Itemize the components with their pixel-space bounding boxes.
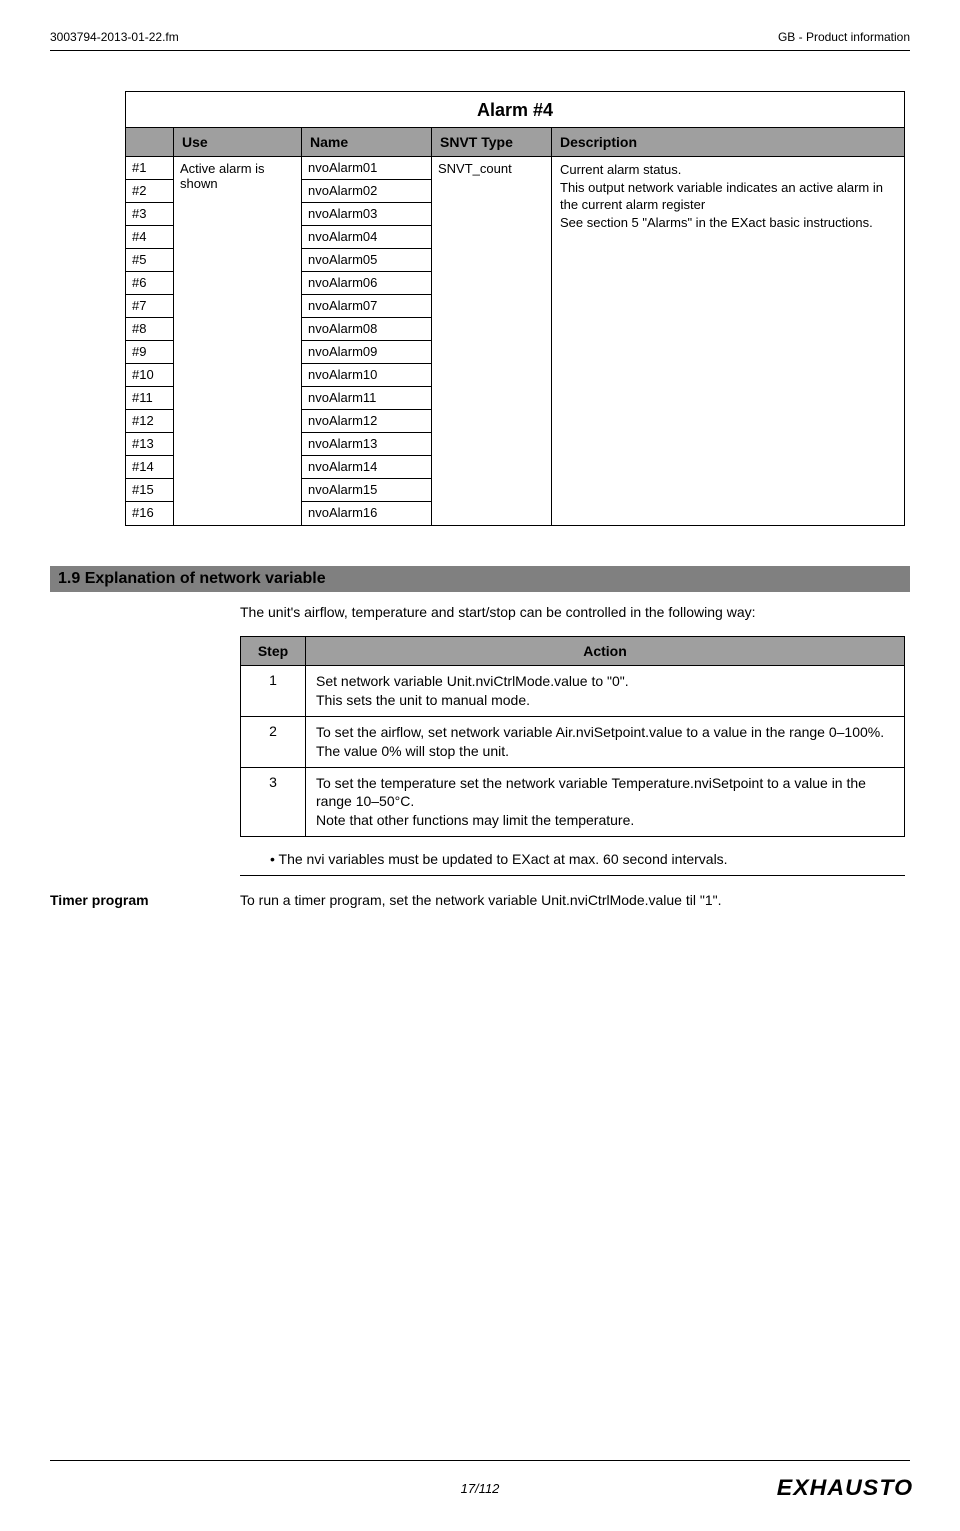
header-separator: [50, 50, 910, 51]
idx-cell: #3: [126, 203, 173, 226]
col-use-header: Use: [174, 128, 302, 156]
name-cell: nvoAlarm01: [302, 157, 431, 180]
name-cell: nvoAlarm15: [302, 479, 431, 502]
name-cell: nvoAlarm11: [302, 387, 431, 410]
step-number: 3: [241, 768, 306, 837]
section-banner: 1.9 Explanation of network variable: [50, 566, 910, 592]
name-cell: nvoAlarm05: [302, 249, 431, 272]
idx-cell: #4: [126, 226, 173, 249]
steps-table: Step Action 1Set network variable Unit.n…: [240, 636, 905, 837]
idx-cell: #9: [126, 341, 173, 364]
name-cell: nvoAlarm16: [302, 502, 431, 525]
idx-cell: #10: [126, 364, 173, 387]
action-text: Set network variable Unit.nviCtrlMode.va…: [306, 666, 904, 716]
col-desc-header: Description: [552, 128, 904, 156]
steps-header: Step Action: [241, 637, 904, 666]
idx-cell: #6: [126, 272, 173, 295]
idx-cell: #5: [126, 249, 173, 272]
header-right: GB - Product information: [778, 30, 910, 44]
name-cell: nvoAlarm13: [302, 433, 431, 456]
step-number: 2: [241, 717, 306, 767]
timer-row: Timer program To run a timer program, se…: [50, 892, 910, 908]
header-left: 3003794-2013-01-22.fm: [50, 30, 179, 44]
idx-cell: #7: [126, 295, 173, 318]
type-column: SNVT_count: [432, 157, 552, 525]
idx-cell: #13: [126, 433, 173, 456]
section-body: The unit's airflow, temperature and star…: [240, 604, 905, 876]
action-text: To set the airflow, set network variable…: [306, 717, 904, 767]
name-cell: nvoAlarm12: [302, 410, 431, 433]
name-cell: nvoAlarm04: [302, 226, 431, 249]
idx-cell: #16: [126, 502, 173, 525]
alarm-table: Alarm #4 Use Name SNVT Type Description …: [125, 91, 905, 526]
steps-row: 3To set the temperature set the network …: [241, 768, 904, 837]
name-cell: nvoAlarm14: [302, 456, 431, 479]
timer-label: Timer program: [50, 892, 240, 908]
action-header: Action: [306, 637, 904, 665]
footer-separator: [50, 1460, 910, 1461]
idx-cell: #12: [126, 410, 173, 433]
name-cell: nvoAlarm02: [302, 180, 431, 203]
steps-row: 1Set network variable Unit.nviCtrlMode.v…: [241, 666, 904, 717]
col-name-header: Name: [302, 128, 432, 156]
idx-column: #1#2#3#4#5#6#7#8#9#10#11#12#13#14#15#16: [126, 157, 174, 525]
note-separator: [240, 875, 905, 876]
name-cell: nvoAlarm03: [302, 203, 431, 226]
use-column: Active alarm is shown: [174, 157, 302, 525]
page: 3003794-2013-01-22.fm GB - Product infor…: [0, 0, 960, 1531]
col-idx-header: [126, 128, 174, 156]
action-text: To set the temperature set the network v…: [306, 768, 904, 837]
footer-row: 17/112 EXHAUSTO: [50, 1475, 910, 1501]
name-cell: nvoAlarm06: [302, 272, 431, 295]
col-type-header: SNVT Type: [432, 128, 552, 156]
name-column: nvoAlarm01nvoAlarm02nvoAlarm03nvoAlarm04…: [302, 157, 432, 525]
idx-cell: #2: [126, 180, 173, 203]
bullet-note: The nvi variables must be updated to EXa…: [270, 851, 905, 867]
steps-row: 2To set the airflow, set network variabl…: [241, 717, 904, 768]
idx-cell: #15: [126, 479, 173, 502]
page-number: 17/112: [461, 1481, 500, 1496]
name-cell: nvoAlarm09: [302, 341, 431, 364]
name-cell: nvoAlarm08: [302, 318, 431, 341]
idx-cell: #1: [126, 157, 173, 180]
alarm-table-title: Alarm #4: [126, 92, 904, 128]
section-intro: The unit's airflow, temperature and star…: [240, 604, 905, 620]
step-header: Step: [241, 637, 306, 665]
alarm-table-header: Use Name SNVT Type Description: [126, 128, 904, 157]
idx-cell: #8: [126, 318, 173, 341]
name-cell: nvoAlarm07: [302, 295, 431, 318]
idx-cell: #14: [126, 456, 173, 479]
timer-text: To run a timer program, set the network …: [240, 892, 910, 908]
logo: EXHAUSTO: [777, 1475, 913, 1501]
idx-cell: #11: [126, 387, 173, 410]
step-number: 1: [241, 666, 306, 716]
name-cell: nvoAlarm10: [302, 364, 431, 387]
steps-body: 1Set network variable Unit.nviCtrlMode.v…: [241, 666, 904, 836]
alarm-table-body: #1#2#3#4#5#6#7#8#9#10#11#12#13#14#15#16 …: [126, 157, 904, 525]
page-header: 3003794-2013-01-22.fm GB - Product infor…: [50, 30, 910, 44]
desc-column: Current alarm status.This output network…: [552, 157, 904, 525]
